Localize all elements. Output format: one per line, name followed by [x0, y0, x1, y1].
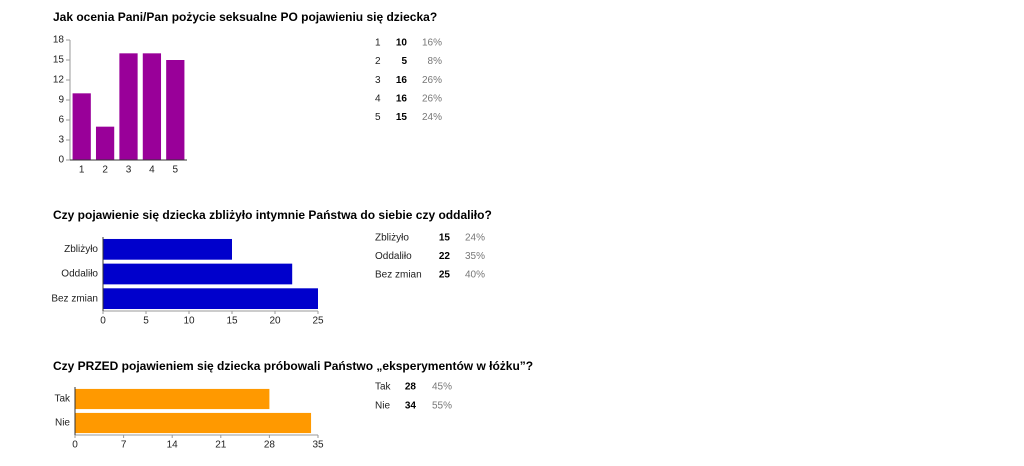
bar: [103, 263, 293, 285]
x-tick-label: 28: [264, 440, 276, 451]
x-tick-label: 21: [215, 440, 227, 451]
table-category: Zbliżyło: [375, 233, 409, 244]
table-count: 16: [396, 93, 408, 104]
table-category: 3: [375, 75, 381, 86]
table-count: 16: [396, 75, 408, 86]
chart-title: Jak ocenia Pani/Pan pożycie seksualne PO…: [53, 10, 437, 24]
table-count: 22: [439, 251, 451, 262]
x-tick-label: 1: [79, 165, 85, 176]
table-category: 5: [375, 112, 381, 123]
bar: [103, 238, 232, 260]
table-category: Bez zmian: [375, 270, 422, 281]
y-tick-label: 15: [53, 55, 65, 66]
y-tick-label: Zbliżyło: [64, 244, 98, 255]
table-count: 5: [401, 56, 407, 67]
y-tick-label: 9: [58, 95, 64, 106]
y-tick-label: 0: [58, 155, 64, 166]
table-percent: 24%: [422, 112, 442, 123]
x-tick-label: 2: [102, 165, 108, 176]
x-tick-label: 0: [72, 440, 78, 451]
y-tick-label: Bez zmian: [51, 293, 98, 304]
table-count: 15: [439, 233, 451, 244]
table-count: 15: [396, 112, 408, 123]
x-tick-label: 0: [100, 316, 106, 327]
bar: [166, 60, 185, 160]
table-percent: 40%: [465, 270, 485, 281]
y-tick-label: 18: [53, 35, 65, 46]
table-percent: 26%: [422, 75, 442, 86]
bar: [75, 412, 312, 434]
table-category: Oddaliło: [375, 251, 412, 262]
y-tick-label: 3: [58, 135, 64, 146]
x-tick-label: 25: [312, 316, 324, 327]
x-tick-label: 5: [143, 316, 149, 327]
x-tick-label: 15: [226, 316, 238, 327]
bar: [75, 388, 270, 410]
x-tick-label: 7: [121, 440, 127, 451]
x-tick-label: 20: [269, 316, 281, 327]
table-percent: 24%: [465, 233, 485, 244]
y-tick-label: Tak: [54, 394, 71, 405]
bar: [103, 288, 318, 310]
table-percent: 55%: [432, 401, 452, 412]
chart-title: Czy pojawienie się dziecka zbliżyło inty…: [53, 208, 492, 222]
x-tick-label: 35: [312, 440, 324, 451]
table-category: 2: [375, 56, 381, 67]
y-tick-label: 12: [53, 75, 65, 86]
table-count: 25: [439, 270, 451, 281]
table-percent: 35%: [465, 251, 485, 262]
y-tick-label: Oddaliło: [61, 269, 98, 280]
x-tick-label: 14: [167, 440, 179, 451]
bar: [72, 93, 91, 160]
table-percent: 8%: [428, 56, 443, 67]
table-percent: 16%: [422, 38, 442, 49]
table-count: 34: [405, 401, 417, 412]
x-tick-label: 4: [149, 165, 155, 176]
bar: [95, 126, 115, 160]
table-count: 10: [396, 38, 408, 49]
table-percent: 45%: [432, 382, 452, 393]
table-percent: 26%: [422, 93, 442, 104]
chart-title: Czy PRZED pojawieniem się dziecka próbow…: [53, 359, 533, 373]
table-category: 1: [375, 38, 381, 49]
y-tick-label: 6: [58, 115, 64, 126]
x-tick-label: 10: [183, 316, 195, 327]
table-category: Nie: [375, 401, 390, 412]
bar: [119, 53, 138, 161]
table-category: 4: [375, 93, 381, 104]
bar: [142, 53, 162, 161]
y-tick-label: Nie: [55, 418, 70, 429]
x-tick-label: 5: [173, 165, 179, 176]
x-tick-label: 3: [126, 165, 132, 176]
table-count: 28: [405, 382, 417, 393]
table-category: Tak: [375, 382, 392, 393]
